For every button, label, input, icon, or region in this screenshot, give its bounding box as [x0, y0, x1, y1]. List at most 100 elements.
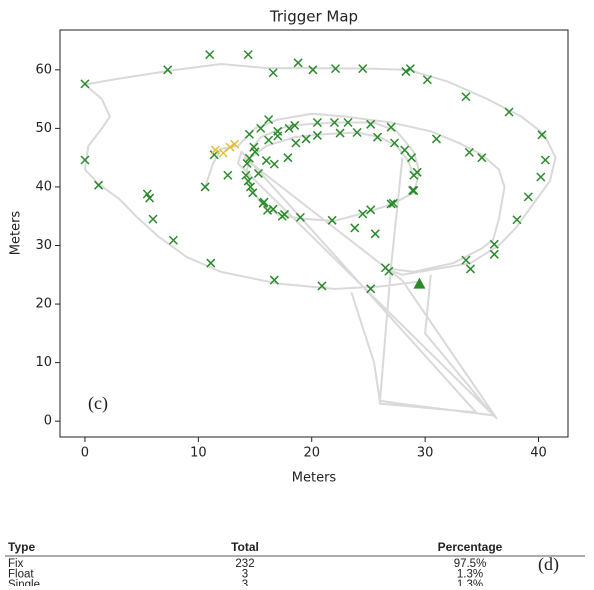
x-tick-label: 10 — [190, 446, 207, 461]
trigger-marker — [372, 132, 383, 142]
trigger-marker — [405, 64, 415, 74]
trigger-marker — [273, 131, 283, 141]
trigger-marker — [200, 182, 210, 192]
trigger-marker — [312, 117, 322, 128]
trigger-marker — [94, 180, 104, 190]
trigger-marker — [536, 172, 546, 182]
trigger-marker — [80, 79, 90, 89]
y-axis-label: Meters — [9, 211, 24, 256]
trigger-marker — [80, 155, 90, 165]
trigger-marker — [230, 139, 240, 149]
trigger-marker — [504, 107, 514, 117]
trigger-marker — [148, 214, 158, 224]
trigger-marker — [312, 130, 322, 140]
trigger-marker — [308, 65, 318, 75]
trigger-marker — [269, 159, 279, 169]
trigger-marker — [244, 153, 254, 163]
trigger-marker — [242, 158, 252, 169]
trigger-marker — [537, 130, 547, 140]
trigger-marker — [370, 229, 380, 239]
x-tick-label: 0 — [81, 446, 89, 461]
trigger-marker — [431, 134, 441, 144]
y-tick-label: 60 — [35, 62, 52, 77]
trigger-marker — [331, 64, 341, 74]
trigger-marker — [223, 170, 233, 180]
trigger-marker — [540, 155, 550, 165]
annotation: (d) — [538, 554, 559, 575]
trigger-marker — [400, 145, 410, 155]
x-tick-label: 30 — [417, 446, 434, 461]
trigger-marker — [243, 50, 253, 60]
trigger-marker — [145, 193, 155, 203]
table-header: Type — [8, 540, 35, 554]
chart-title: Trigger Map — [269, 8, 358, 26]
trigger-marker — [290, 120, 300, 130]
trigger-marker — [465, 264, 476, 274]
trigger-marker — [343, 117, 353, 128]
trigger-marker — [243, 176, 253, 186]
table-header: Percentage — [438, 540, 503, 554]
trigger-marker — [262, 205, 273, 215]
table-cell: 1.3% — [457, 569, 483, 581]
trigger-marker — [218, 148, 228, 158]
trigger-marker — [489, 249, 499, 259]
trigger-marker — [408, 185, 418, 195]
table-cell: Float — [8, 569, 34, 581]
trigger-marker — [477, 153, 487, 163]
trigger-marker — [269, 275, 279, 285]
trigger-marker — [422, 75, 432, 85]
table-header: Total — [231, 540, 259, 554]
trigger-marker — [523, 192, 533, 202]
x-tick-label: 40 — [530, 446, 547, 461]
trigger-marker — [358, 64, 368, 74]
trigger-marker — [461, 92, 471, 102]
trigger-marker — [245, 182, 256, 192]
y-tick-label: 0 — [44, 414, 52, 429]
trigger-marker — [317, 281, 327, 291]
trigger-marker — [461, 255, 471, 265]
trigger-marker — [386, 199, 396, 209]
trigger-marker — [409, 170, 419, 180]
trigger-marker — [366, 205, 376, 215]
table-cell: 97.5% — [454, 558, 487, 570]
plot-frame — [59, 29, 569, 438]
trigger-marker — [284, 123, 294, 133]
trigger-marker — [401, 67, 411, 77]
y-tick-label: 40 — [35, 179, 52, 194]
trigger-marker — [489, 239, 499, 249]
table-cell: 3 — [242, 579, 248, 586]
trigger-marker — [210, 145, 220, 155]
trigger-marker — [464, 147, 474, 157]
trigger-marker — [261, 156, 271, 166]
trigger-marker — [244, 129, 254, 139]
trigger-marker — [406, 153, 417, 163]
trigger-marker — [259, 197, 269, 207]
trigger-marker — [327, 215, 337, 225]
trigger-marker — [409, 185, 419, 195]
x-axis-label: Meters — [292, 471, 337, 486]
trigger-marker — [205, 50, 215, 60]
trigger-marker — [264, 135, 274, 145]
trigger-marker — [283, 153, 293, 163]
trigger-marker — [256, 123, 266, 133]
trigger-marker — [293, 58, 303, 68]
table: (d) — [5, 554, 585, 575]
trigger-marker — [295, 212, 305, 222]
trigger-marker — [329, 117, 339, 128]
trigger-marker — [241, 170, 251, 180]
trigger-marker — [384, 266, 394, 276]
trigger-marker — [253, 168, 263, 179]
table-cell: Fix — [8, 558, 24, 570]
table-cell: 1.3% — [457, 579, 483, 586]
trigger-marker — [301, 134, 311, 144]
table-cell: 3 — [242, 569, 248, 581]
trigger-marker — [206, 258, 216, 268]
table-cell: 232 — [235, 558, 254, 570]
table-cell: Single — [8, 579, 40, 586]
trigger-marker — [389, 138, 400, 148]
trigger-marker — [388, 198, 398, 208]
annotation: (c) — [88, 393, 108, 414]
trigger-marker — [512, 215, 522, 225]
